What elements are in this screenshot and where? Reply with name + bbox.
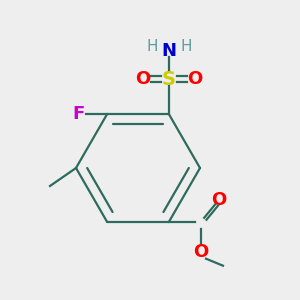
Text: F: F (73, 105, 85, 123)
Text: S: S (162, 70, 176, 89)
Text: H: H (146, 39, 158, 54)
Text: O: O (212, 191, 226, 209)
Text: H: H (180, 39, 192, 54)
Text: O: O (135, 70, 151, 88)
Text: O: O (194, 243, 208, 261)
Text: O: O (188, 70, 202, 88)
Text: N: N (161, 42, 176, 60)
